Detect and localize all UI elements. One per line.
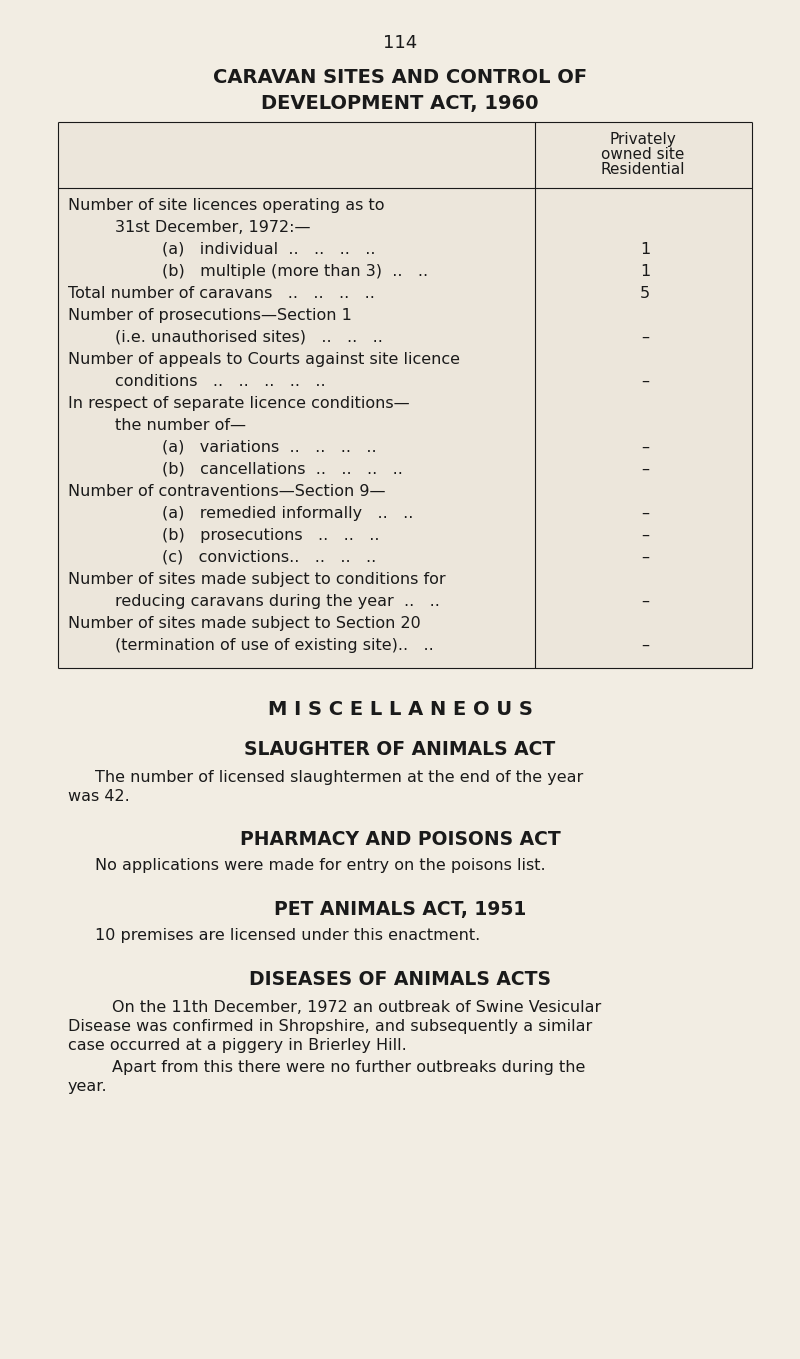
Text: (c)   convictions..   ..   ..   ..: (c) convictions.. .. .. .. (162, 550, 376, 565)
Text: (a)   variations  ..   ..   ..   ..: (a) variations .. .. .. .. (162, 440, 377, 455)
Text: 5: 5 (640, 285, 650, 300)
Text: –: – (641, 462, 649, 477)
Text: Total number of caravans   ..   ..   ..   ..: Total number of caravans .. .. .. .. (68, 285, 375, 300)
Text: Residential: Residential (601, 162, 686, 177)
Text: Number of appeals to Courts against site licence: Number of appeals to Courts against site… (68, 352, 460, 367)
Text: –: – (641, 637, 649, 654)
Text: On the 11th December, 1972 an outbreak of Swine Vesicular: On the 11th December, 1972 an outbreak o… (112, 1000, 602, 1015)
Text: –: – (641, 506, 649, 520)
Text: (b)   cancellations  ..   ..   ..   ..: (b) cancellations .. .. .. .. (162, 462, 403, 477)
Text: (termination of use of existing site)..   ..: (termination of use of existing site).. … (115, 637, 434, 654)
Text: (b)   prosecutions   ..   ..   ..: (b) prosecutions .. .. .. (162, 529, 379, 544)
Text: Number of sites made subject to conditions for: Number of sites made subject to conditio… (68, 572, 446, 587)
Text: DISEASES OF ANIMALS ACTS: DISEASES OF ANIMALS ACTS (249, 970, 551, 989)
Text: –: – (641, 594, 649, 609)
Text: 10 premises are licensed under this enactment.: 10 premises are licensed under this enac… (95, 928, 480, 943)
Text: –: – (641, 529, 649, 544)
Text: 1: 1 (640, 242, 650, 257)
Text: –: – (641, 330, 649, 345)
Text: (a)   individual  ..   ..   ..   ..: (a) individual .. .. .. .. (162, 242, 375, 257)
Text: The number of licensed slaughtermen at the end of the year: The number of licensed slaughtermen at t… (95, 771, 583, 786)
Text: (b)   multiple (more than 3)  ..   ..: (b) multiple (more than 3) .. .. (162, 264, 428, 279)
Text: Disease was confirmed in Shropshire, and subsequently a similar: Disease was confirmed in Shropshire, and… (68, 1019, 592, 1034)
Text: PET ANIMALS ACT, 1951: PET ANIMALS ACT, 1951 (274, 900, 526, 919)
Bar (58, 122, 752, 669)
Text: M I S C E L L A N E O U S: M I S C E L L A N E O U S (267, 700, 533, 719)
Text: Number of site licences operating as to: Number of site licences operating as to (68, 198, 385, 213)
Text: –: – (641, 374, 649, 389)
Text: –: – (641, 550, 649, 565)
Text: 114: 114 (383, 34, 417, 52)
Text: Apart from this there were no further outbreaks during the: Apart from this there were no further ou… (112, 1060, 586, 1075)
Text: No applications were made for entry on the poisons list.: No applications were made for entry on t… (95, 858, 546, 872)
Text: Number of prosecutions—Section 1: Number of prosecutions—Section 1 (68, 308, 352, 323)
Text: (a)   remedied informally   ..   ..: (a) remedied informally .. .. (162, 506, 414, 520)
Text: 1: 1 (640, 264, 650, 279)
Text: case occurred at a piggery in Brierley Hill.: case occurred at a piggery in Brierley H… (68, 1038, 406, 1053)
Text: was 42.: was 42. (68, 790, 130, 805)
Text: conditions   ..   ..   ..   ..   ..: conditions .. .. .. .. .. (115, 374, 326, 389)
Text: year.: year. (68, 1079, 108, 1094)
Text: CARAVAN SITES AND CONTROL OF: CARAVAN SITES AND CONTROL OF (213, 68, 587, 87)
Text: Number of sites made subject to Section 20: Number of sites made subject to Section … (68, 616, 421, 631)
Text: Privately: Privately (610, 132, 676, 147)
Text: DEVELOPMENT ACT, 1960: DEVELOPMENT ACT, 1960 (262, 94, 538, 113)
Text: SLAUGHTER OF ANIMALS ACT: SLAUGHTER OF ANIMALS ACT (244, 741, 556, 758)
Text: In respect of separate licence conditions—: In respect of separate licence condition… (68, 395, 410, 410)
Text: (i.e. unauthorised sites)   ..   ..   ..: (i.e. unauthorised sites) .. .. .. (115, 330, 383, 345)
Text: –: – (641, 440, 649, 455)
Text: 31st December, 1972:—: 31st December, 1972:— (115, 220, 310, 235)
Text: Number of contraventions—Section 9—: Number of contraventions—Section 9— (68, 484, 386, 499)
Text: owned site: owned site (602, 147, 685, 162)
Text: PHARMACY AND POISONS ACT: PHARMACY AND POISONS ACT (240, 830, 560, 849)
Text: reducing caravans during the year  ..   ..: reducing caravans during the year .. .. (115, 594, 440, 609)
Text: the number of—: the number of— (115, 419, 246, 434)
